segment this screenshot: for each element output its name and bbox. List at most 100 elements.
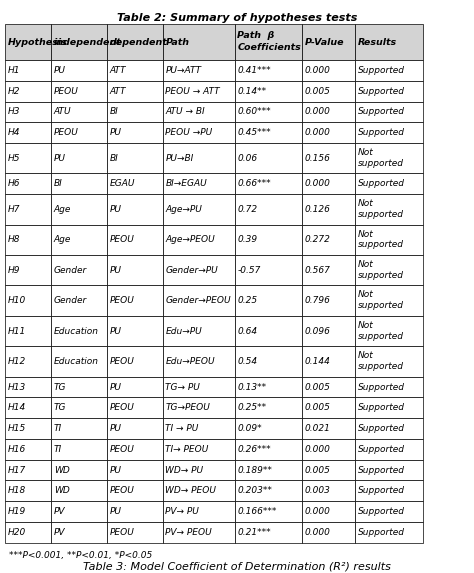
Text: 0.000: 0.000 (305, 66, 331, 75)
Text: supported: supported (358, 301, 404, 311)
Text: 0.005: 0.005 (305, 403, 331, 413)
Text: Supported: Supported (358, 424, 405, 433)
Text: Edu→PU: Edu→PU (165, 327, 202, 336)
Text: PU: PU (109, 205, 122, 214)
Text: Not: Not (358, 230, 374, 238)
FancyBboxPatch shape (302, 143, 356, 174)
Text: 0.39: 0.39 (237, 236, 257, 244)
FancyBboxPatch shape (5, 480, 51, 501)
Text: PEOU →PU: PEOU →PU (165, 128, 213, 137)
FancyBboxPatch shape (356, 418, 423, 439)
Text: Supported: Supported (358, 528, 405, 537)
FancyBboxPatch shape (302, 501, 356, 522)
Text: PU: PU (109, 383, 122, 391)
FancyBboxPatch shape (302, 398, 356, 418)
Text: Supported: Supported (358, 107, 405, 116)
Text: H2: H2 (8, 87, 20, 96)
FancyBboxPatch shape (107, 194, 163, 225)
FancyBboxPatch shape (107, 81, 163, 101)
Text: TG→ PU: TG→ PU (165, 383, 201, 391)
FancyBboxPatch shape (302, 122, 356, 143)
FancyBboxPatch shape (5, 460, 51, 480)
FancyBboxPatch shape (163, 101, 235, 122)
Text: Coefficients: Coefficients (237, 44, 301, 52)
Text: H8: H8 (8, 236, 20, 244)
FancyBboxPatch shape (302, 376, 356, 398)
FancyBboxPatch shape (356, 24, 423, 60)
Text: TG: TG (54, 403, 66, 413)
Text: ***P<0.001, **P<0.01, *P<0.05: ***P<0.001, **P<0.01, *P<0.05 (9, 551, 153, 560)
FancyBboxPatch shape (235, 174, 302, 194)
FancyBboxPatch shape (51, 522, 107, 543)
FancyBboxPatch shape (51, 418, 107, 439)
FancyBboxPatch shape (302, 24, 356, 60)
Text: supported: supported (358, 241, 404, 249)
FancyBboxPatch shape (5, 194, 51, 225)
FancyBboxPatch shape (302, 316, 356, 346)
FancyBboxPatch shape (5, 439, 51, 460)
Text: 0.021: 0.021 (305, 424, 331, 433)
FancyBboxPatch shape (51, 439, 107, 460)
Text: Supported: Supported (358, 507, 405, 516)
FancyBboxPatch shape (107, 316, 163, 346)
Text: PU: PU (54, 66, 66, 75)
FancyBboxPatch shape (163, 143, 235, 174)
FancyBboxPatch shape (302, 460, 356, 480)
FancyBboxPatch shape (235, 460, 302, 480)
Text: TI: TI (54, 445, 62, 454)
FancyBboxPatch shape (107, 143, 163, 174)
FancyBboxPatch shape (5, 101, 51, 122)
Text: EGAU: EGAU (109, 179, 135, 189)
Text: PV→ PEOU: PV→ PEOU (165, 528, 212, 537)
Text: TI: TI (54, 424, 62, 433)
FancyBboxPatch shape (163, 398, 235, 418)
FancyBboxPatch shape (163, 81, 235, 101)
Text: 0.156: 0.156 (305, 154, 331, 163)
Text: Age→PU: Age→PU (165, 205, 202, 214)
FancyBboxPatch shape (163, 439, 235, 460)
FancyBboxPatch shape (163, 346, 235, 376)
FancyBboxPatch shape (5, 376, 51, 398)
Text: 0.21***: 0.21*** (237, 528, 271, 537)
Text: 0.000: 0.000 (305, 179, 331, 189)
Text: 0.60***: 0.60*** (237, 107, 271, 116)
Text: Not: Not (358, 148, 374, 157)
FancyBboxPatch shape (235, 225, 302, 255)
Text: -0.57: -0.57 (237, 266, 261, 274)
Text: 0.41***: 0.41*** (237, 66, 271, 75)
FancyBboxPatch shape (51, 225, 107, 255)
FancyBboxPatch shape (235, 480, 302, 501)
Text: Supported: Supported (358, 179, 405, 189)
Text: 0.203**: 0.203** (237, 486, 273, 495)
Text: TG→PEOU: TG→PEOU (165, 403, 210, 413)
FancyBboxPatch shape (163, 480, 235, 501)
FancyBboxPatch shape (5, 316, 51, 346)
FancyBboxPatch shape (163, 376, 235, 398)
Text: H3: H3 (8, 107, 20, 116)
Text: H1: H1 (8, 66, 20, 75)
FancyBboxPatch shape (163, 255, 235, 285)
FancyBboxPatch shape (356, 376, 423, 398)
Text: PEOU: PEOU (109, 296, 135, 305)
FancyBboxPatch shape (5, 225, 51, 255)
Text: 0.000: 0.000 (305, 107, 331, 116)
FancyBboxPatch shape (51, 285, 107, 316)
FancyBboxPatch shape (356, 439, 423, 460)
Text: Education: Education (54, 327, 99, 336)
Text: Gender→PU: Gender→PU (165, 266, 218, 274)
FancyBboxPatch shape (5, 398, 51, 418)
Text: PV: PV (54, 528, 65, 537)
Text: PU→BI: PU→BI (165, 154, 194, 163)
Text: Supported: Supported (358, 66, 405, 75)
Text: 0.14**: 0.14** (237, 87, 266, 96)
FancyBboxPatch shape (5, 418, 51, 439)
FancyBboxPatch shape (51, 480, 107, 501)
FancyBboxPatch shape (5, 285, 51, 316)
FancyBboxPatch shape (356, 501, 423, 522)
Text: H11: H11 (8, 327, 26, 336)
FancyBboxPatch shape (107, 480, 163, 501)
FancyBboxPatch shape (107, 522, 163, 543)
FancyBboxPatch shape (163, 460, 235, 480)
Text: H12: H12 (8, 357, 26, 366)
FancyBboxPatch shape (302, 255, 356, 285)
